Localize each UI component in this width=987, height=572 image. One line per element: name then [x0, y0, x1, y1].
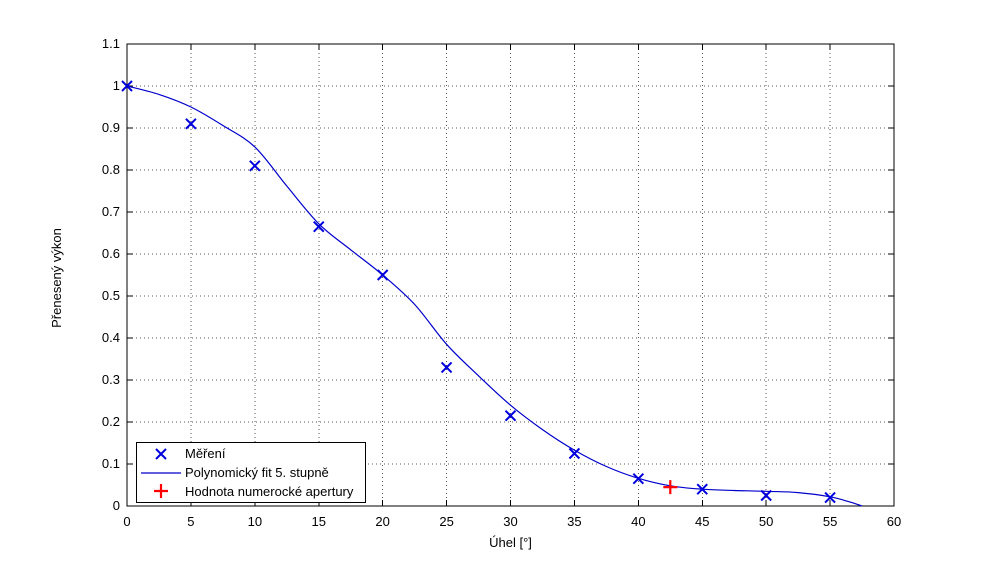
measurement-marker-x	[824, 491, 836, 504]
x-tick-label: 45	[695, 514, 709, 529]
legend-entry-fit: Polynomický fit 5. stupně	[137, 464, 365, 482]
x-tick-label: 35	[567, 514, 581, 529]
legend-marker-x-icon	[137, 447, 185, 461]
x-tick-label: 5	[187, 514, 194, 529]
y-tick-label: 1.1	[102, 36, 120, 51]
x-axis-label: Úhel [°]	[489, 535, 532, 550]
measurement-marker-x	[568, 447, 581, 460]
y-tick-label: 0.2	[102, 414, 120, 429]
y-tick-label: 0.4	[102, 330, 120, 345]
measurement-marker-x	[632, 472, 645, 485]
measurement-marker-x	[376, 269, 389, 281]
polynomial-fit-curve	[126, 85, 863, 507]
y-tick-label: 0.3	[102, 372, 120, 387]
y-tick-label: 0.6	[102, 246, 120, 261]
y-tick-label: 0.5	[102, 288, 120, 303]
legend-label-apertura: Hodnota numerocké apertury	[185, 483, 354, 499]
measurement-marker-x	[185, 118, 197, 130]
x-tick-label: 15	[312, 514, 326, 529]
x-tick-label: 0	[123, 514, 130, 529]
measurement-marker-x	[121, 80, 133, 92]
y-tick-label: 0.7	[102, 204, 120, 219]
y-axis-label: Přenesený výkon	[49, 228, 64, 328]
legend-entry-mereni: Měření	[137, 445, 365, 463]
x-tick-label: 55	[823, 514, 837, 529]
measurement-marker-x	[313, 220, 325, 233]
legend-marker-plus-icon	[137, 483, 185, 499]
measurement-marker-x	[504, 409, 517, 422]
legend-entry-apertura: Hodnota numerocké apertury	[137, 482, 365, 500]
x-tick-label: 60	[887, 514, 901, 529]
y-tick-label: 1	[113, 78, 120, 93]
x-tick-label: 20	[375, 514, 389, 529]
y-tick-label: 0.1	[102, 456, 120, 471]
numerical-aperture-marker-plus	[663, 480, 678, 495]
legend-label-mereni: Měření	[185, 446, 226, 462]
measurement-marker-x	[440, 361, 453, 374]
x-tick-label: 30	[503, 514, 517, 529]
y-tick-label: 0.9	[102, 120, 120, 135]
measurement-marker-x	[696, 483, 708, 495]
measurement-marker-x	[760, 489, 772, 502]
x-tick-label: 10	[248, 514, 262, 529]
legend-label-fit: Polynomický fit 5. stupně	[185, 465, 329, 480]
x-tick-label: 50	[759, 514, 773, 529]
legend-box: Měření Polynomický fit 5. stupně Hodnota…	[136, 442, 366, 503]
x-tick-label: 40	[631, 514, 645, 529]
y-tick-label: 0.8	[102, 162, 120, 177]
y-tick-label: 0	[113, 498, 120, 513]
x-tick-label: 25	[439, 514, 453, 529]
legend-marker-line-icon	[137, 466, 185, 480]
measurement-marker-x	[249, 160, 261, 172]
